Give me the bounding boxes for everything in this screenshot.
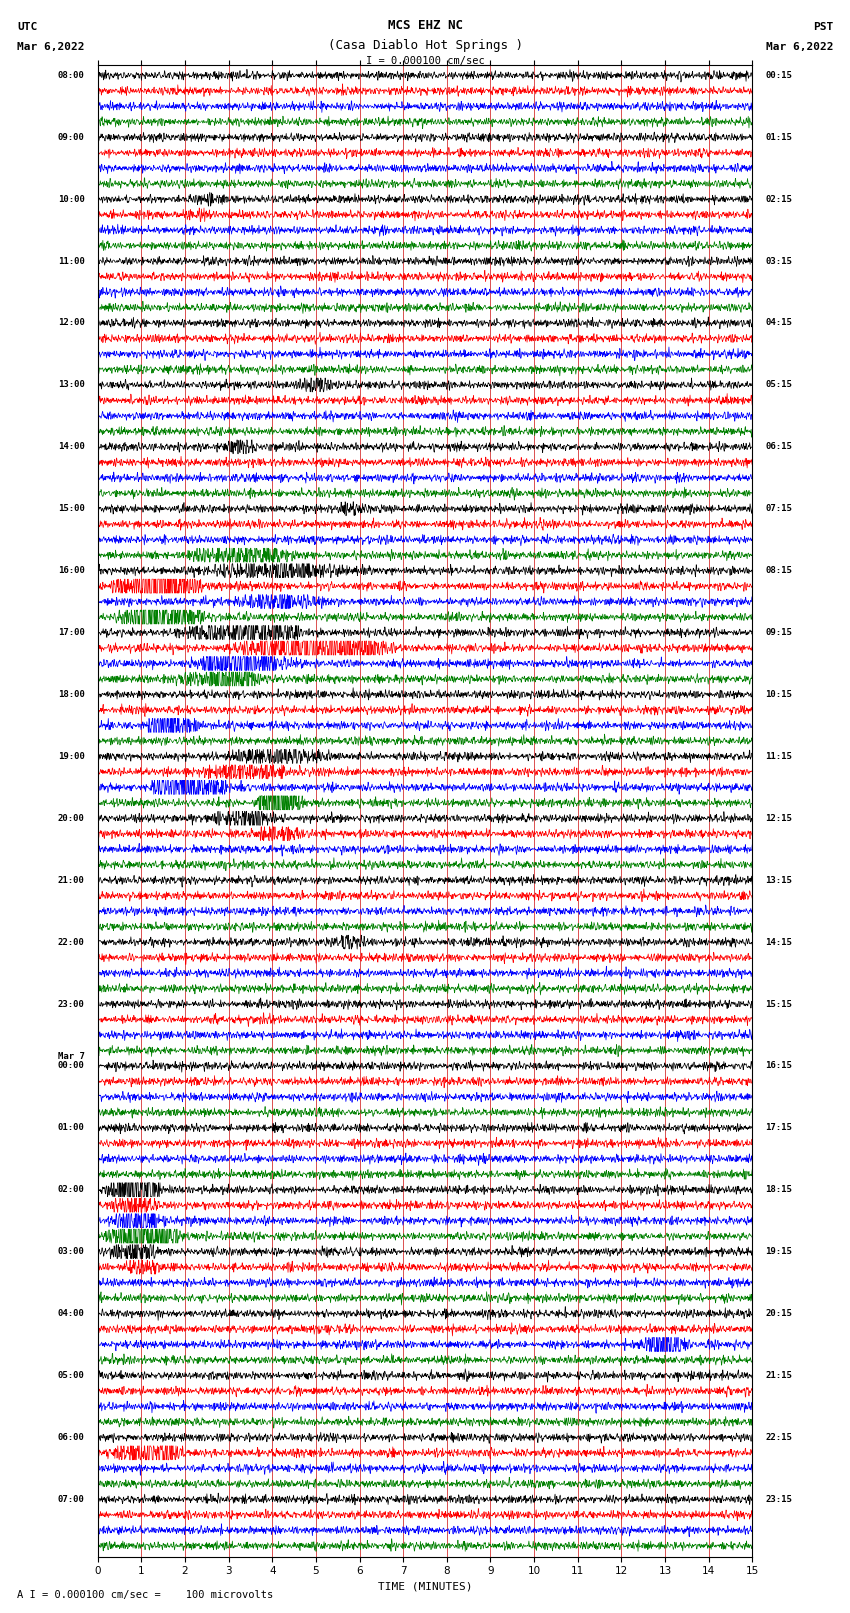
Text: 07:15: 07:15 [765,505,792,513]
Text: 23:15: 23:15 [765,1495,792,1503]
Text: 22:15: 22:15 [765,1432,792,1442]
Text: 11:00: 11:00 [58,256,85,266]
Text: I = 0.000100 cm/sec: I = 0.000100 cm/sec [366,56,484,66]
Text: 03:00: 03:00 [58,1247,85,1257]
Text: 16:15: 16:15 [765,1061,792,1071]
Text: 06:15: 06:15 [765,442,792,452]
Text: 15:00: 15:00 [58,505,85,513]
Text: 03:15: 03:15 [765,256,792,266]
Text: 02:15: 02:15 [765,195,792,203]
Text: 02:00: 02:00 [58,1186,85,1194]
Text: 06:00: 06:00 [58,1432,85,1442]
Text: 17:15: 17:15 [765,1123,792,1132]
Text: 04:00: 04:00 [58,1310,85,1318]
Text: 01:15: 01:15 [765,132,792,142]
Text: 18:15: 18:15 [765,1186,792,1194]
Text: 08:15: 08:15 [765,566,792,576]
Text: 12:00: 12:00 [58,318,85,327]
Text: UTC: UTC [17,23,37,32]
Text: Mar 6,2022: Mar 6,2022 [17,42,84,52]
Text: 20:15: 20:15 [765,1310,792,1318]
Text: PST: PST [813,23,833,32]
Text: 01:00: 01:00 [58,1123,85,1132]
Text: 09:00: 09:00 [58,132,85,142]
Text: 16:00: 16:00 [58,566,85,576]
Text: 18:00: 18:00 [58,690,85,698]
Text: 04:15: 04:15 [765,318,792,327]
Text: (Casa Diablo Hot Springs ): (Casa Diablo Hot Springs ) [327,39,523,52]
Text: 14:15: 14:15 [765,937,792,947]
Text: 05:15: 05:15 [765,381,792,389]
Text: 13:00: 13:00 [58,381,85,389]
Text: 15:15: 15:15 [765,1000,792,1008]
Text: 08:00: 08:00 [58,71,85,81]
Text: 19:00: 19:00 [58,752,85,761]
Text: 14:00: 14:00 [58,442,85,452]
X-axis label: TIME (MINUTES): TIME (MINUTES) [377,1581,473,1590]
Text: Mar 7: Mar 7 [58,1052,85,1061]
Text: 07:00: 07:00 [58,1495,85,1503]
Text: 00:15: 00:15 [765,71,792,81]
Text: 19:15: 19:15 [765,1247,792,1257]
Text: 20:00: 20:00 [58,815,85,823]
Text: MCS EHZ NC: MCS EHZ NC [388,19,462,32]
Text: 10:00: 10:00 [58,195,85,203]
Text: 12:15: 12:15 [765,815,792,823]
Text: A I = 0.000100 cm/sec =    100 microvolts: A I = 0.000100 cm/sec = 100 microvolts [17,1590,273,1600]
Text: Mar 6,2022: Mar 6,2022 [766,42,833,52]
Text: 21:00: 21:00 [58,876,85,884]
Text: 09:15: 09:15 [765,627,792,637]
Text: 10:15: 10:15 [765,690,792,698]
Text: 17:00: 17:00 [58,627,85,637]
Text: 22:00: 22:00 [58,937,85,947]
Text: 21:15: 21:15 [765,1371,792,1381]
Text: 05:00: 05:00 [58,1371,85,1381]
Text: 13:15: 13:15 [765,876,792,884]
Text: 23:00: 23:00 [58,1000,85,1008]
Text: 11:15: 11:15 [765,752,792,761]
Text: 00:00: 00:00 [58,1061,85,1071]
